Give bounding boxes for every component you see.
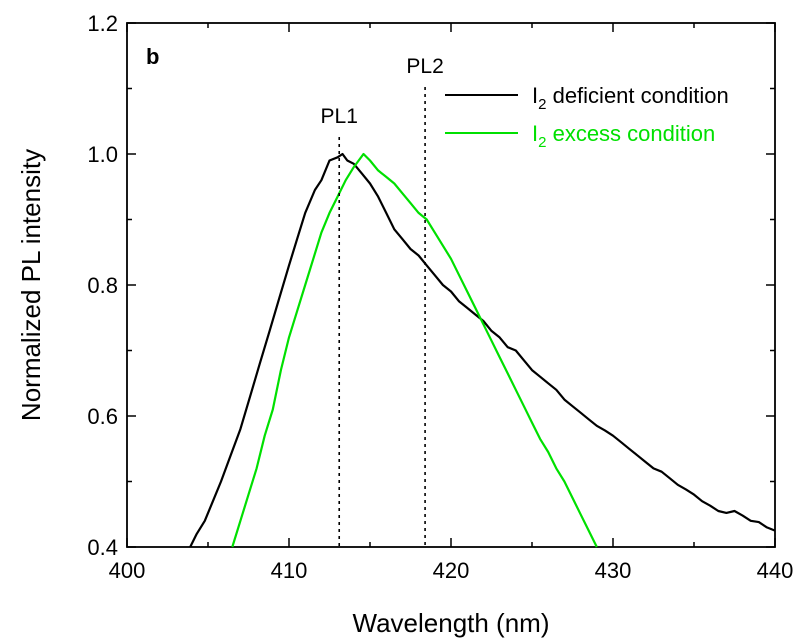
series-line-excess [231,152,598,548]
annotation-label-pl1: PL1 [321,105,358,128]
legend-label-excess: I2 excess condition [532,121,715,151]
y-tick-label: 1.0 [87,142,118,167]
y-tick-label: 1.2 [87,11,118,36]
annotation-layer: PL1 PL2 [321,55,444,547]
x-tick-label: 440 [757,558,794,583]
y-axis-title: Normalized PL intensity [16,149,46,421]
x-tick-label: 410 [271,558,308,583]
series-line-deficient [189,152,776,548]
panel-label: b [146,44,159,69]
legend-label-deficient: I2 deficient condition [532,83,729,113]
legend: I2 deficient condition I2 excess conditi… [445,83,729,151]
y-tick-label: 0.6 [87,404,118,429]
y-tick-label: 0.8 [87,273,118,298]
axis-ticks: 400 410 420 430 440 0.4 0.6 0.8 1.0 1.2 [87,11,793,583]
series-layer [189,152,776,548]
x-tick-label: 400 [109,558,146,583]
x-tick-label: 420 [433,558,470,583]
annotation-label-pl2: PL2 [406,55,443,78]
x-tick-label: 430 [595,558,632,583]
y-tick-label: 0.4 [87,535,118,560]
x-axis-title: Wavelength (nm) [353,608,550,638]
